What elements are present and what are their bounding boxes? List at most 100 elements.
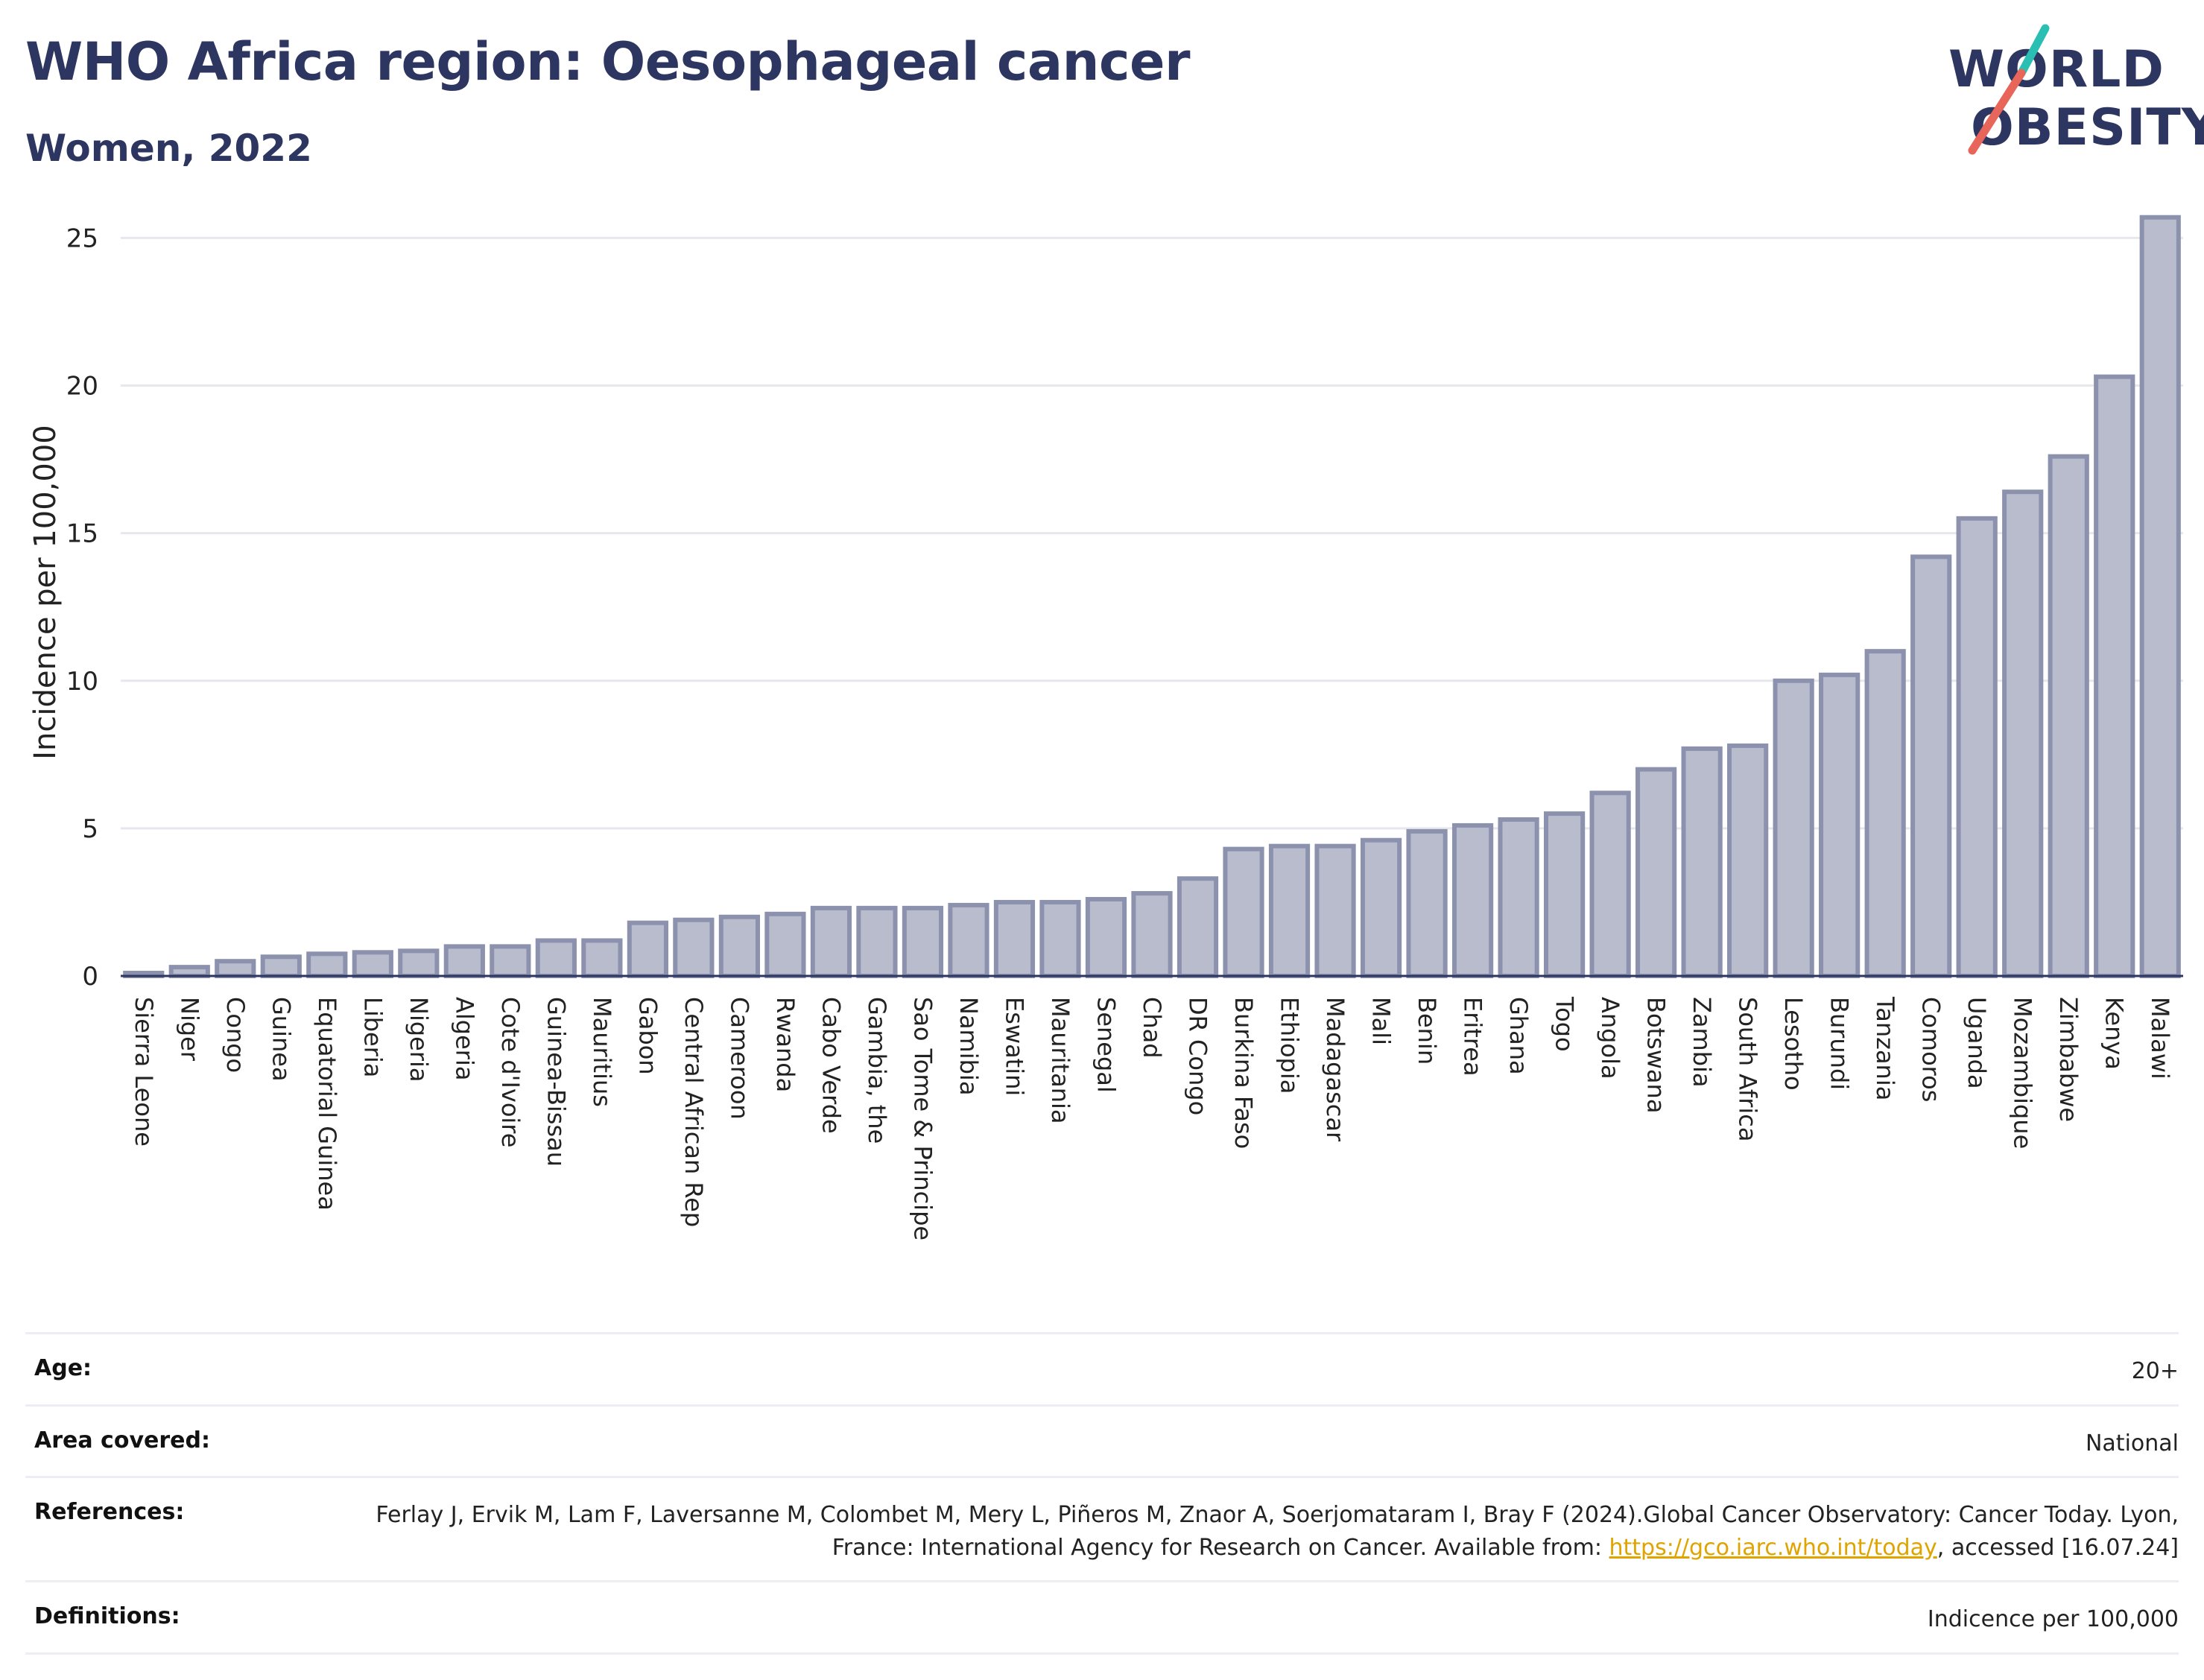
bar[interactable] xyxy=(535,938,577,979)
bar[interactable] xyxy=(1956,516,1998,978)
x-tick-label: Ethiopia xyxy=(1276,997,1304,1094)
reference-link[interactable]: https://gco.iarc.who.int/today xyxy=(1609,1534,1937,1561)
bar[interactable] xyxy=(1131,891,1173,979)
info-value: National xyxy=(2085,1430,2179,1456)
x-tick-label: Sierra Leone xyxy=(130,997,158,1147)
bar[interactable] xyxy=(443,944,485,978)
info-row-definitions: Definitions: Indicence per 100,000 xyxy=(25,1580,2179,1655)
bar[interactable] xyxy=(2048,454,2089,978)
bar[interactable] xyxy=(1268,843,1311,979)
x-tick-label: Eritrea xyxy=(1459,997,1487,1077)
x-tick-label: Congo xyxy=(221,997,250,1073)
x-tick-label: Mauritius xyxy=(588,997,616,1107)
reference-text: Ferlay J, Ervik M, Lam F, Laversanne M, … xyxy=(376,1502,2179,1561)
bar[interactable] xyxy=(673,917,715,979)
bar[interactable] xyxy=(1085,896,1127,978)
bar[interactable] xyxy=(1223,846,1264,979)
x-tick-label: Madagascar xyxy=(1321,997,1349,1142)
bar[interactable] xyxy=(1773,678,1814,978)
x-tick-label: Cameroon xyxy=(725,997,753,1120)
bar[interactable] xyxy=(1681,746,1723,978)
x-tick-label: Cote d'Ivoire xyxy=(496,997,525,1147)
bar[interactable] xyxy=(856,905,898,978)
x-tick-label: Comoros xyxy=(1917,997,1945,1102)
bar[interactable] xyxy=(627,920,668,978)
world-obesity-logo[interactable]: WORLD OBESITY xyxy=(1941,22,2204,164)
bar[interactable] xyxy=(260,954,302,978)
x-tick-label: DR Congo xyxy=(1184,997,1212,1115)
x-tick-label: Ghana xyxy=(1504,997,1533,1075)
bar[interactable] xyxy=(810,905,852,978)
bar[interactable] xyxy=(764,911,806,979)
bar[interactable] xyxy=(1314,843,1356,979)
x-tick-label: Guinea xyxy=(267,997,295,1082)
x-tick-label: Sao Tome & Principe xyxy=(908,997,937,1240)
bar[interactable] xyxy=(993,899,1036,978)
bar[interactable] xyxy=(1039,899,1081,978)
info-row-age: Age: 20+ xyxy=(25,1332,2179,1404)
info-row-area: Area covered: National xyxy=(25,1404,2179,1477)
bar[interactable] xyxy=(2139,215,2181,978)
bar[interactable] xyxy=(1727,743,1769,979)
y-tick-label: 5 xyxy=(82,814,98,844)
y-tick-label: 0 xyxy=(82,962,98,992)
bar[interactable] xyxy=(1498,817,1539,978)
x-tick-label: Mali xyxy=(1367,997,1396,1045)
bar[interactable] xyxy=(306,951,348,978)
x-tick-label: Zimbabwe xyxy=(2054,997,2083,1122)
info-key: Age: xyxy=(34,1355,92,1381)
y-tick-label: 15 xyxy=(66,519,98,549)
y-axis-label: Incidence per 100,000 xyxy=(28,425,63,760)
x-tick-label: Kenya xyxy=(2100,997,2129,1070)
x-axis: Sierra Leone Niger Congo Guinea Equatorial G… xyxy=(121,974,2183,1240)
bar[interactable] xyxy=(1406,828,1448,978)
x-tick-label: Equatorial Guinea xyxy=(313,997,341,1211)
info-value: Ferlay J, Ervik M, Lam F, Laversanne M, … xyxy=(346,1499,2179,1564)
y-tick-label: 10 xyxy=(66,667,98,697)
x-tick-label: Senegal xyxy=(1092,997,1120,1093)
bar[interactable] xyxy=(1451,822,1494,979)
logo-word-world: WORLD xyxy=(1948,40,2165,99)
bar[interactable] xyxy=(1635,767,1677,978)
y-tick-label: 25 xyxy=(66,224,98,253)
x-tick-label: Guinea-Bissau xyxy=(542,997,570,1167)
x-tick-label: Lesotho xyxy=(1779,997,1808,1091)
bar[interactable] xyxy=(215,959,256,979)
bar[interactable] xyxy=(168,965,210,978)
bar[interactable] xyxy=(2094,374,2135,978)
x-tick-label: Uganda xyxy=(1963,997,1991,1089)
bar[interactable] xyxy=(902,905,944,978)
bar[interactable] xyxy=(490,944,531,978)
x-tick-label: Chad xyxy=(1138,997,1166,1059)
info-key: Area covered: xyxy=(34,1427,210,1454)
y-axis: 0 5 10 15 20 25 xyxy=(66,224,98,992)
info-key: References: xyxy=(34,1499,185,1525)
x-tick-label: Angola xyxy=(1596,997,1624,1080)
x-tick-label: Burundi xyxy=(1825,997,1854,1090)
logo-word-obesity: OBESITY xyxy=(1971,98,2204,157)
x-tick-label: Zambia xyxy=(1688,997,1716,1088)
bar[interactable] xyxy=(1910,554,1952,978)
bar[interactable] xyxy=(1360,837,1402,978)
bar[interactable] xyxy=(1864,649,1906,978)
bar[interactable] xyxy=(581,938,623,979)
x-tick-label: Mauritania xyxy=(1046,997,1074,1123)
bar[interactable] xyxy=(718,914,761,979)
bar[interactable] xyxy=(2002,489,2044,978)
info-key: Definitions: xyxy=(34,1603,180,1629)
x-tick-label: Togo xyxy=(1551,996,1579,1052)
x-tick-label: Gambia, the xyxy=(863,997,891,1144)
bar[interactable] xyxy=(1589,790,1631,978)
x-tick-label: Nigeria xyxy=(405,997,433,1082)
x-tick-label: Mozambique xyxy=(2009,997,2037,1149)
logo-slash-icon xyxy=(1968,24,2050,155)
chart-subtitle: Women, 2022 xyxy=(25,127,312,170)
info-value: 20+ xyxy=(2131,1358,2179,1384)
bar[interactable] xyxy=(1543,811,1586,978)
bar[interactable] xyxy=(398,948,440,979)
bar[interactable] xyxy=(948,902,989,978)
bar[interactable] xyxy=(1177,876,1219,978)
x-tick-label: South Africa xyxy=(1734,997,1762,1141)
bar[interactable] xyxy=(352,950,393,978)
bar[interactable] xyxy=(1819,672,1861,978)
